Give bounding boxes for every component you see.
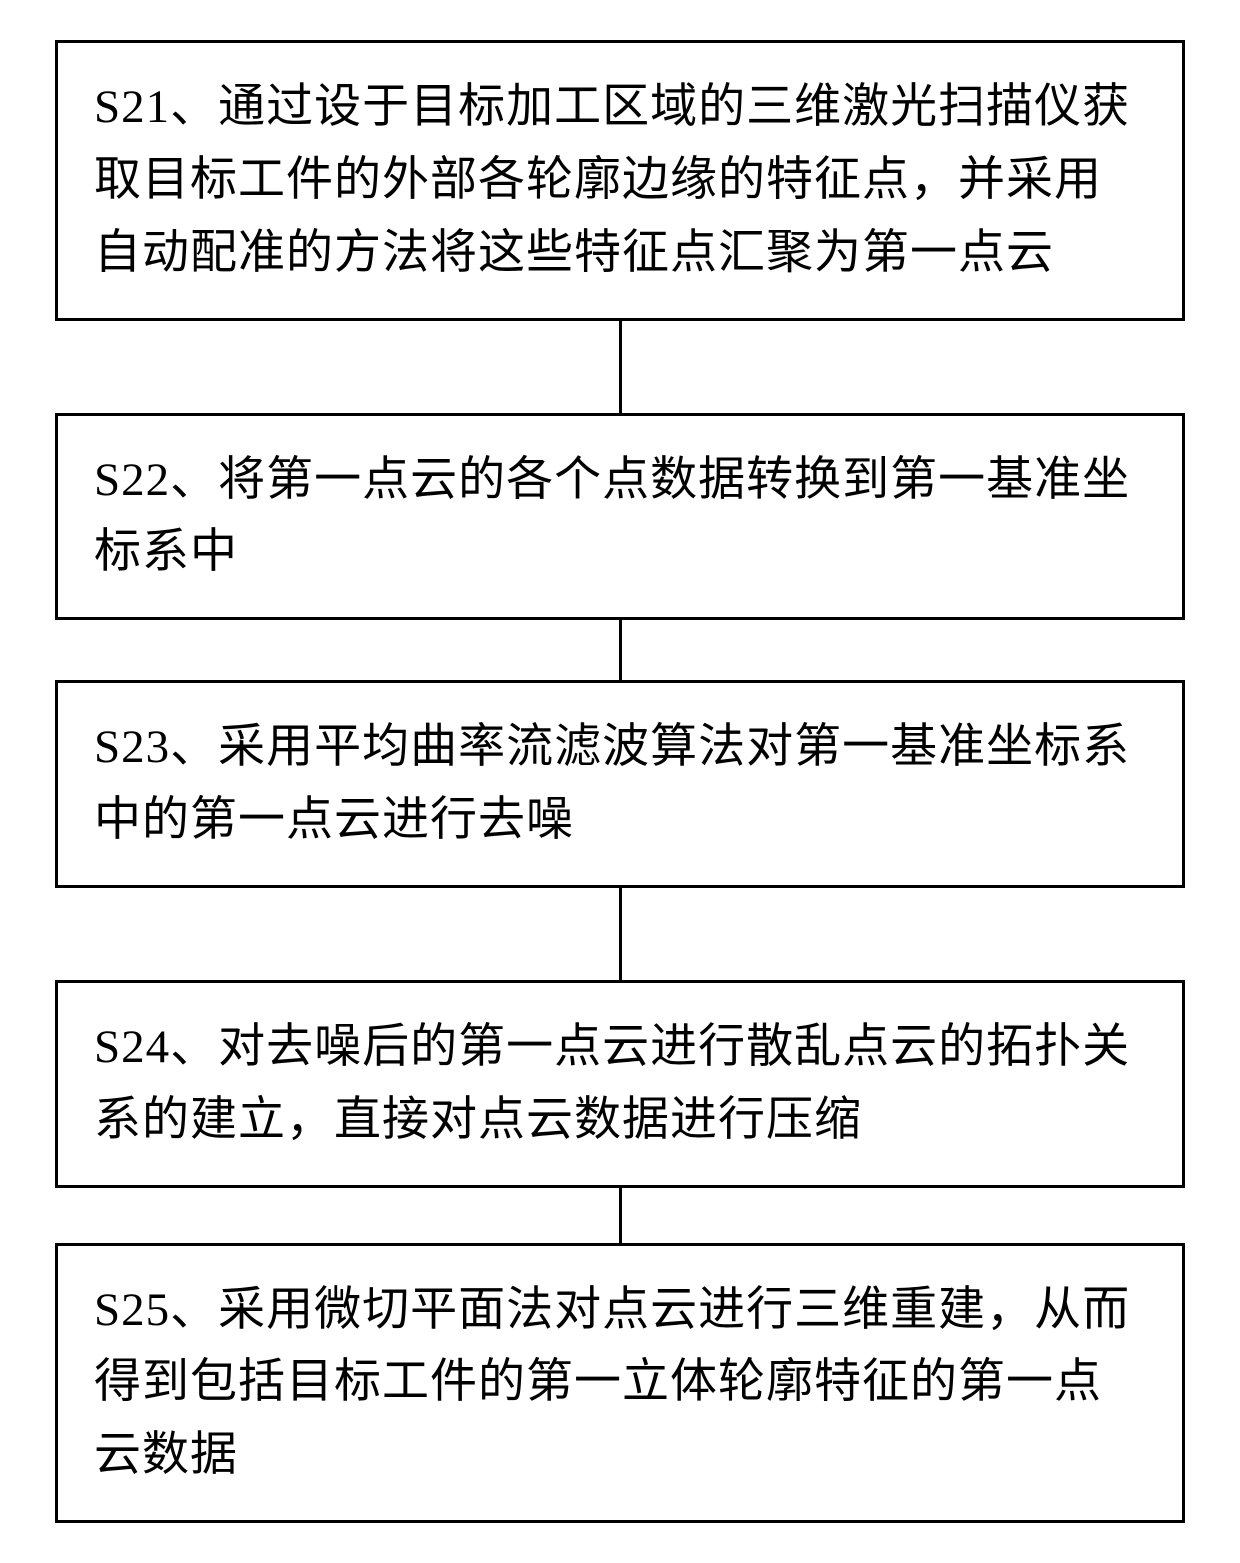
step-s23-text: S23、采用平均曲率流滤波算法对第一基准坐标系中的第一点云进行去噪 [94,711,1146,857]
step-s24-text: S24、对去噪后的第一点云进行散乱点云的拓扑关系的建立，直接对点云数据进行压缩 [94,1011,1146,1157]
step-s25-text: S25、采用微切平面法对点云进行三维重建，从而得到包括目标工件的第一立体轮廓特征… [94,1274,1146,1493]
step-s25-box: S25、采用微切平面法对点云进行三维重建，从而得到包括目标工件的第一立体轮廓特征… [55,1243,1185,1524]
flowchart-container: S21、通过设于目标加工区域的三维激光扫描仪获取目标工件的外部各轮廓边缘的特征点… [20,40,1220,1523]
connector-s24-s25 [619,1188,622,1243]
step-s21-text: S21、通过设于目标加工区域的三维激光扫描仪获取目标工件的外部各轮廓边缘的特征点… [94,71,1146,290]
connector-s21-s22 [619,321,622,413]
connector-s23-s24 [619,888,622,980]
step-s21-box: S21、通过设于目标加工区域的三维激光扫描仪获取目标工件的外部各轮廓边缘的特征点… [55,40,1185,321]
step-s24-box: S24、对去噪后的第一点云进行散乱点云的拓扑关系的建立，直接对点云数据进行压缩 [55,980,1185,1188]
step-s22-text: S22、将第一点云的各个点数据转换到第一基准坐标系中 [94,444,1146,590]
connector-s22-s23 [619,620,622,680]
step-s22-box: S22、将第一点云的各个点数据转换到第一基准坐标系中 [55,413,1185,621]
step-s23-box: S23、采用平均曲率流滤波算法对第一基准坐标系中的第一点云进行去噪 [55,680,1185,888]
